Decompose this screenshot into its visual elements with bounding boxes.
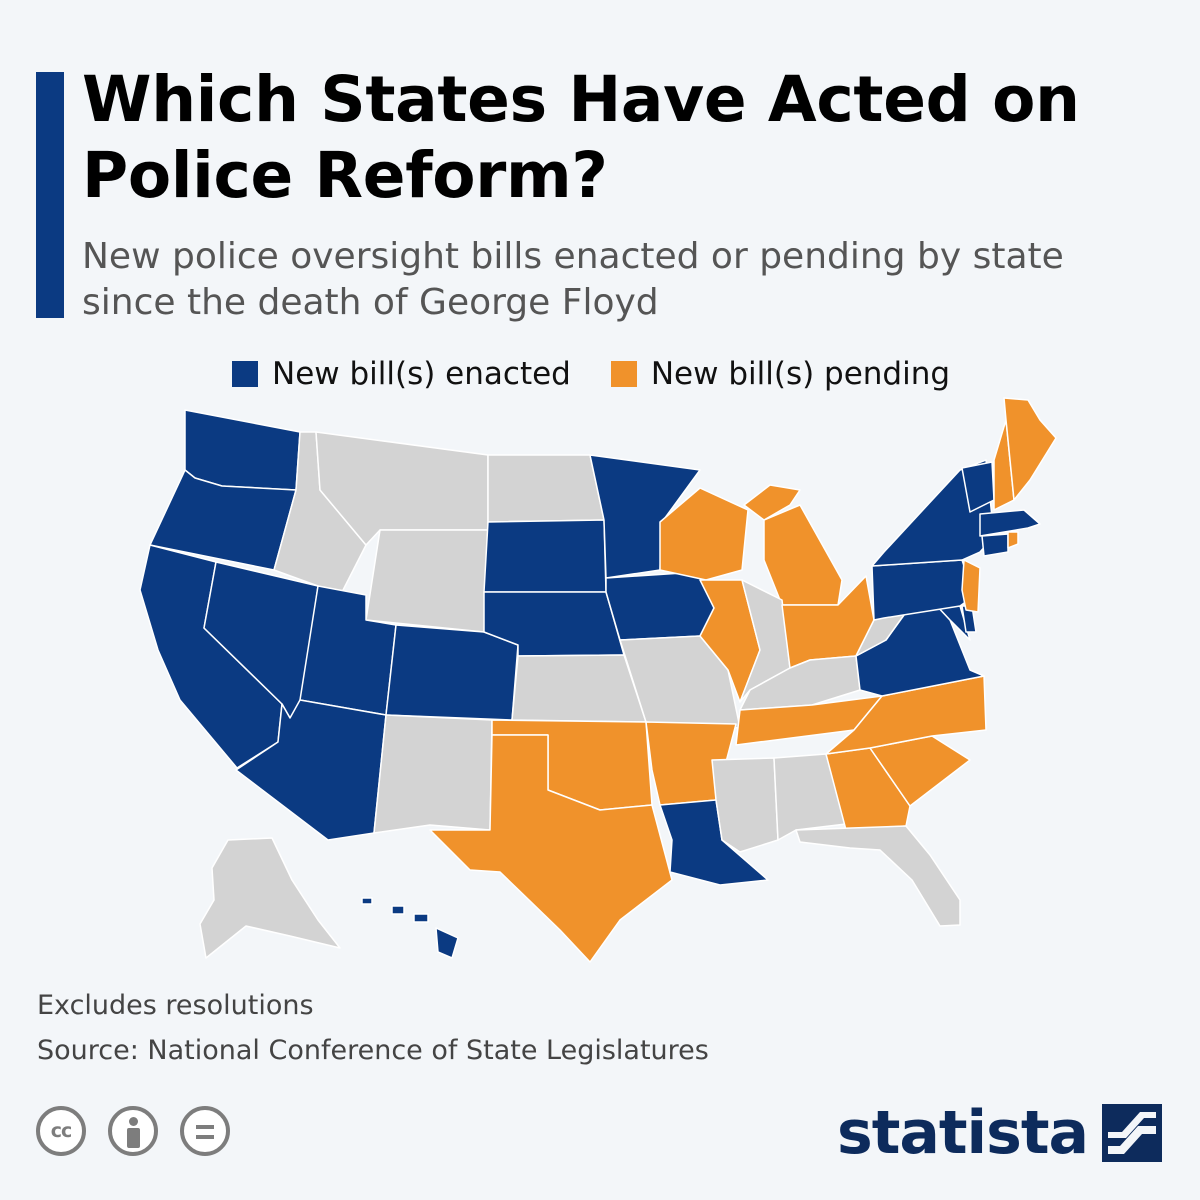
state-ms xyxy=(711,757,779,853)
brand-logo[interactable]: statista xyxy=(837,1098,1162,1168)
attribution-icon xyxy=(108,1106,158,1156)
state-co xyxy=(385,624,519,721)
state-ks xyxy=(511,654,647,723)
cc-icon: cc xyxy=(36,1106,86,1156)
state-me xyxy=(1003,397,1057,501)
state-nj xyxy=(961,559,981,613)
state-wy xyxy=(365,529,489,633)
state-ia xyxy=(605,571,715,641)
legend-item-enacted: New bill(s) enacted xyxy=(232,356,571,392)
legend-item-pending: New bill(s) pending xyxy=(610,356,951,392)
state-ri xyxy=(1007,531,1019,549)
no-derivatives-icon-line-top xyxy=(196,1125,214,1129)
attribution-icon-head xyxy=(129,1117,138,1126)
chart-title: Which States Have Acted on Police Reform… xyxy=(82,63,1080,212)
state-hi xyxy=(361,897,459,959)
state-fl xyxy=(795,825,961,927)
cc-icon-text: cc xyxy=(50,1120,73,1142)
state-ma xyxy=(979,509,1041,537)
state-mo xyxy=(619,635,741,729)
state-wa xyxy=(184,409,301,491)
no-derivatives-icon-line-bottom xyxy=(196,1135,214,1139)
state-ct xyxy=(981,533,1009,557)
statista-logo-icon xyxy=(1102,1104,1162,1162)
footnote: Excludes resolutions xyxy=(37,990,314,1021)
us-state-map xyxy=(139,397,1057,963)
no-derivatives-icon xyxy=(180,1106,230,1156)
source-line: Source: National Conference of State Leg… xyxy=(37,1035,709,1066)
state-al xyxy=(773,753,847,841)
state-tx xyxy=(429,734,673,963)
attribution-icon-body xyxy=(127,1128,140,1148)
legend-label-pending: New bill(s) pending xyxy=(650,356,951,392)
state-mi xyxy=(743,484,843,606)
state-layer xyxy=(139,397,1057,963)
brand-name: statista xyxy=(836,1098,1089,1168)
state-ak xyxy=(199,837,341,959)
state-sd xyxy=(483,519,607,593)
chart-subtitle: New police oversight bills enacted or pe… xyxy=(82,236,1064,323)
legend-swatch-pending xyxy=(610,361,637,387)
legend-label-enacted: New bill(s) enacted xyxy=(272,356,571,392)
state-nd xyxy=(487,454,605,523)
state-nm xyxy=(373,714,493,834)
legend: New bill(s) enacted New bill(s) pending xyxy=(232,352,990,396)
title-accent-bar xyxy=(36,72,64,318)
state-wi xyxy=(659,487,749,581)
legend-swatch-enacted xyxy=(232,361,258,387)
license-icons: cc xyxy=(36,1106,252,1156)
